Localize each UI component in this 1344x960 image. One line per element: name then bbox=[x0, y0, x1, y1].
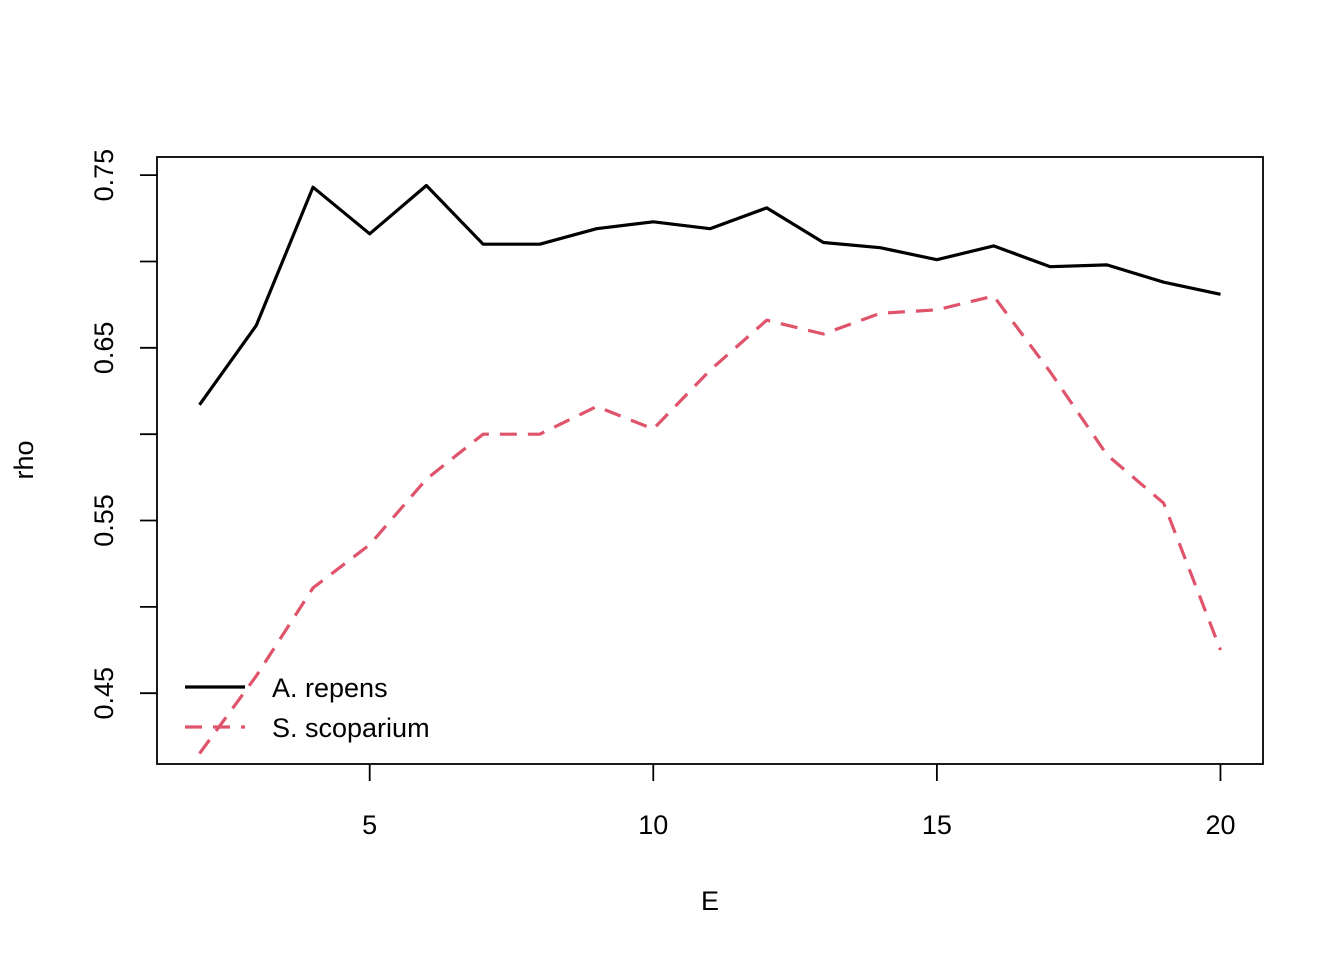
series-line-s-scoparium bbox=[198, 294, 1222, 755]
x-axis-label: E bbox=[701, 886, 719, 916]
x-tick-label: 15 bbox=[922, 810, 952, 840]
legend: A. repens S. scoparium bbox=[185, 673, 430, 743]
y-axis-label: rho bbox=[9, 440, 39, 479]
series-layer bbox=[198, 183, 1222, 755]
legend-label: A. repens bbox=[272, 673, 388, 703]
y-tick-label: 0.65 bbox=[89, 322, 119, 375]
series-line-a-repens bbox=[198, 183, 1221, 406]
x-axis: 5 10 15 20 bbox=[362, 764, 1235, 840]
x-tick-label: 10 bbox=[638, 810, 668, 840]
y-tick-label: 0.75 bbox=[89, 149, 119, 202]
y-tick-label: 0.45 bbox=[89, 667, 119, 720]
x-tick-label: 20 bbox=[1205, 810, 1235, 840]
plot-frame bbox=[156, 156, 1264, 765]
x-tick-label: 5 bbox=[362, 810, 377, 840]
y-axis: 0.45 0.55 0.65 0.75 bbox=[89, 149, 157, 720]
y-tick-label: 0.55 bbox=[89, 494, 119, 547]
legend-label: S. scoparium bbox=[272, 713, 430, 743]
